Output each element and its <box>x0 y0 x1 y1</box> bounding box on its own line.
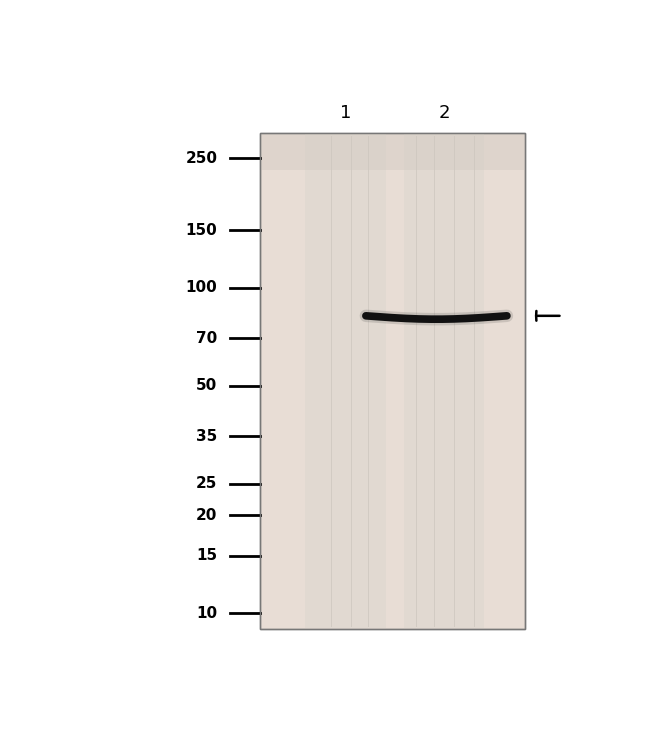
Bar <box>306 134 386 628</box>
Bar <box>260 133 525 629</box>
Text: 25: 25 <box>196 477 217 491</box>
Text: 15: 15 <box>196 548 217 564</box>
Text: 20: 20 <box>196 508 217 523</box>
Text: 70: 70 <box>196 331 217 346</box>
Text: 50: 50 <box>196 378 217 393</box>
Bar <box>261 134 523 170</box>
Text: 250: 250 <box>185 151 217 165</box>
Text: 1: 1 <box>340 104 352 122</box>
Text: 150: 150 <box>185 223 217 238</box>
Text: 10: 10 <box>196 605 217 621</box>
Bar <box>260 133 525 629</box>
Text: 2: 2 <box>438 104 450 122</box>
Text: 100: 100 <box>185 280 217 295</box>
Bar <box>404 134 484 628</box>
Text: 35: 35 <box>196 429 217 444</box>
